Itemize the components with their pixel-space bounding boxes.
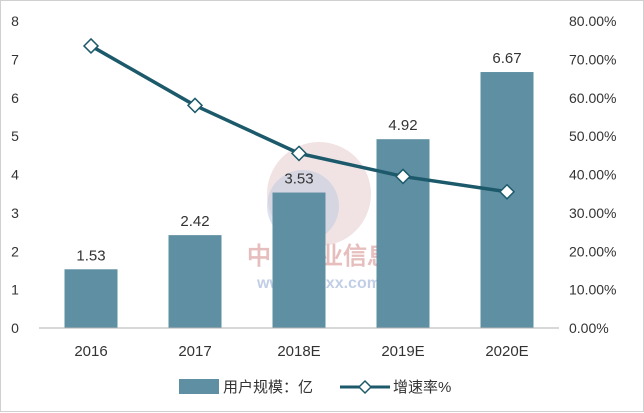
- bar: [480, 72, 534, 328]
- left-tick-label: 2: [11, 243, 19, 259]
- left-tick-label: 1: [11, 282, 19, 298]
- left-axis-ticks: 0 1 2 3 4 5 6 7 8: [11, 13, 19, 336]
- left-tick-label: 4: [11, 167, 19, 183]
- left-tick-label: 8: [11, 13, 19, 29]
- bar-data-label: 1.53: [76, 247, 105, 264]
- x-tick-label: 2019E: [381, 343, 424, 360]
- left-tick-label: 3: [11, 205, 19, 221]
- x-axis-ticks: 2016 2017 2018E 2019E 2020E: [74, 343, 528, 360]
- right-axis-ticks: 0.00% 10.00% 20.00% 30.00% 40.00% 50.00% 60.00…: [569, 13, 616, 336]
- bar-data-labels: 1.53 2.42 3.53 4.92 6.67: [76, 50, 521, 264]
- x-tick-label: 2018E: [277, 343, 320, 360]
- bar: [64, 269, 118, 328]
- bar-data-label: 3.53: [284, 171, 313, 188]
- bar: [272, 192, 326, 328]
- left-tick-label: 5: [11, 128, 19, 144]
- right-tick-label: 60.00%: [569, 90, 616, 106]
- bar-series: [64, 72, 534, 328]
- left-tick-label: 6: [11, 90, 19, 106]
- right-tick-label: 0.00%: [569, 320, 609, 336]
- right-tick-label: 80.00%: [569, 13, 616, 29]
- right-tick-label: 20.00%: [569, 243, 616, 259]
- bar: [168, 235, 222, 328]
- x-tick-label: 2016: [74, 343, 107, 360]
- left-tick-label: 0: [11, 320, 19, 336]
- growth-rate-point: [498, 183, 516, 200]
- left-tick-label: 7: [11, 51, 19, 67]
- legend: 用户规模：亿 增速率%: [179, 379, 451, 396]
- legend-bar-swatch: [179, 379, 219, 394]
- x-tick-label: 2017: [178, 343, 211, 360]
- x-tick-label: 2020E: [485, 343, 528, 360]
- legend-bar-label: 用户规模：亿: [223, 379, 313, 396]
- legend-line-label: 增速率%: [393, 379, 451, 396]
- bar-data-label: 2.42: [180, 213, 209, 230]
- growth-rate-point: [290, 145, 308, 162]
- growth-rate-point: [394, 168, 412, 185]
- bar: [376, 139, 430, 328]
- right-tick-label: 40.00%: [569, 167, 616, 183]
- right-tick-label: 30.00%: [569, 205, 616, 221]
- bar-data-label: 6.67: [492, 50, 521, 67]
- line-series: [82, 37, 516, 200]
- growth-rate-point: [82, 37, 100, 55]
- growth-rate-point: [186, 97, 204, 114]
- right-tick-label: 10.00%: [569, 282, 616, 298]
- legend-diamond-marker: [357, 379, 373, 395]
- bar-data-label: 4.92: [388, 117, 417, 134]
- right-tick-label: 70.00%: [569, 51, 616, 67]
- right-tick-label: 50.00%: [569, 128, 616, 144]
